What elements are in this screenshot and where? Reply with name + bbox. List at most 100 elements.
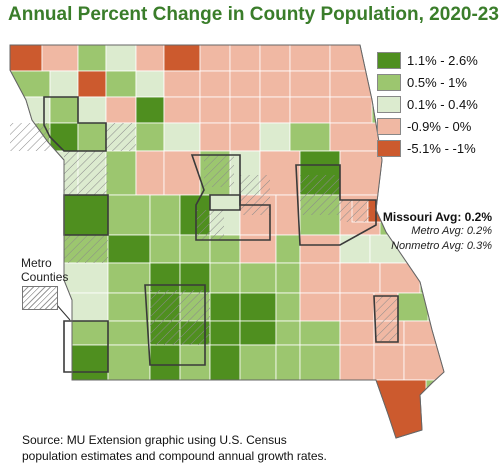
averages-panel: Missouri Avg: 0.2% Metro Avg: 0.2% Nonme… [376, 210, 492, 254]
metro-counties-swatch [22, 286, 58, 310]
county-cell [149, 234, 181, 264]
county-cell [77, 122, 107, 152]
county-cell [107, 234, 151, 264]
source-line-2: population estimates and compound annual… [22, 449, 327, 463]
county-cell [339, 234, 371, 264]
metro-counties-label-line1: Metro [21, 256, 52, 270]
county-cell [209, 262, 241, 294]
metro-hatch [376, 296, 398, 341]
metro-hatch [240, 175, 270, 215]
county-cell [107, 320, 151, 346]
legend-swatch [377, 73, 401, 91]
county-cell [105, 96, 137, 124]
county-cell [259, 122, 291, 152]
county-cell [149, 344, 181, 381]
county-cell [209, 292, 241, 322]
county-cell [275, 234, 301, 264]
county-cell [259, 96, 291, 124]
legend-label: -0.9% - 0% [407, 118, 472, 134]
metro-hatch [10, 123, 50, 151]
metro-hatch [150, 290, 210, 345]
county-cell [77, 70, 107, 98]
county-cell [107, 344, 151, 381]
county-cell [107, 194, 151, 236]
legend-item: -0.9% - 0% [377, 115, 478, 137]
source-line-1: Source: MU Extension graphic using U.S. … [22, 433, 287, 447]
legend-item: 0.5% - 1% [377, 71, 478, 93]
county-cell [163, 150, 201, 196]
county-cell [63, 320, 109, 346]
county-cell [209, 344, 241, 381]
county-cell [299, 344, 341, 381]
county-cell [239, 292, 277, 322]
legend-swatch [377, 51, 401, 69]
county-cell [199, 70, 231, 98]
state-border [9, 44, 445, 439]
map-title: Annual Percent Change in County Populati… [8, 4, 499, 25]
county-cell [275, 344, 301, 381]
legend-label: -5.1% - -1% [407, 140, 476, 156]
county-cell [299, 292, 341, 322]
county-cell [135, 70, 165, 98]
county-cell [299, 234, 341, 264]
county-cell [259, 45, 291, 72]
county-cell [403, 344, 444, 381]
metro-hatch [204, 155, 234, 187]
metro-key-leader [55, 303, 71, 321]
county-cell [105, 70, 137, 98]
legend: 1.1% - 2.6% 0.5% - 1% 0.1% - 0.4% -0.9% … [377, 49, 478, 159]
county-cell [339, 320, 375, 346]
metro-average: Metro Avg: 0.2% [411, 225, 492, 237]
metro-outline [43, 96, 107, 152]
county-cell [259, 70, 291, 98]
county-cell [229, 70, 261, 98]
county-cell [10, 70, 51, 98]
county-cell [163, 70, 201, 98]
county-cell [289, 96, 331, 124]
county-cell [239, 320, 277, 346]
county-cell [289, 70, 331, 98]
county-cell [163, 96, 201, 124]
county-cell [77, 96, 107, 124]
metro-counties-label-line2: Counties [21, 270, 69, 284]
legend-swatch [377, 95, 401, 113]
county-cell [329, 45, 373, 72]
county-cell [135, 96, 165, 124]
metro-outline [373, 295, 399, 343]
metro-hatch [340, 200, 370, 222]
metro-outline [63, 320, 109, 373]
county-cell [229, 96, 261, 124]
county-cell [339, 262, 381, 294]
county-cell [339, 150, 383, 196]
metro-hatch [64, 151, 108, 195]
legend-item: 0.1% - 0.4% [377, 93, 478, 115]
county-cell [77, 45, 107, 72]
county-cell [49, 122, 79, 152]
legend-swatch [377, 117, 401, 135]
county-cell [63, 262, 109, 294]
county-cell [163, 45, 201, 72]
county-cell [135, 150, 165, 196]
county-cell [63, 344, 109, 381]
metro-outline [209, 194, 241, 211]
county-cell [275, 194, 301, 236]
county-cell [379, 262, 421, 294]
source-note: Source: MU Extension graphic using U.S. … [22, 432, 327, 464]
county-cell [275, 292, 301, 322]
county-cell [135, 45, 165, 72]
county-cell [329, 96, 373, 124]
county-cell [289, 45, 331, 72]
legend-label: 0.5% - 1% [407, 74, 467, 90]
county-cell [41, 45, 79, 72]
county-cell [289, 122, 331, 152]
county-cell [163, 122, 201, 152]
county-cell [199, 45, 231, 72]
metro-hatch [300, 175, 340, 215]
county-cell [199, 122, 231, 152]
county-cell [10, 45, 43, 72]
county-cell [149, 262, 181, 294]
legend-item: 1.1% - 2.6% [377, 49, 478, 71]
metro-counties-label: Metro Counties [21, 256, 68, 284]
county-cell [229, 122, 261, 152]
